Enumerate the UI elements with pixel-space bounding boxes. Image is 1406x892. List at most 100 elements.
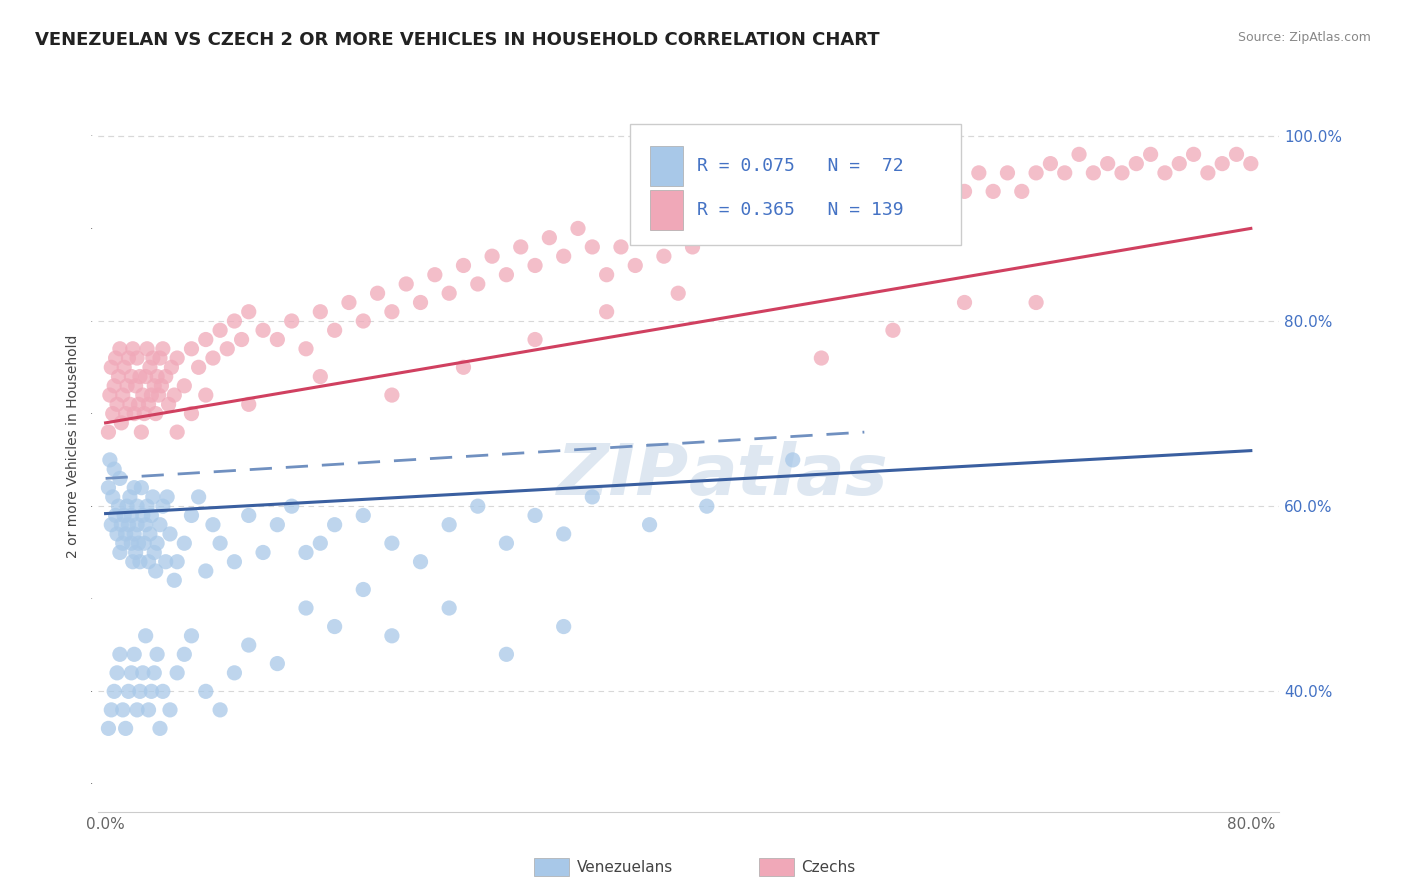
Point — [120, 369, 142, 384]
FancyBboxPatch shape — [650, 190, 683, 230]
Text: Czechs: Czechs — [801, 860, 856, 874]
Point — [115, 499, 138, 513]
Point — [1039, 156, 1062, 170]
Point — [638, 230, 661, 244]
Point — [180, 508, 202, 523]
Point — [136, 499, 159, 513]
Point — [295, 545, 318, 559]
Point — [280, 314, 302, 328]
Point — [953, 295, 976, 310]
Point — [381, 629, 404, 643]
Point — [595, 304, 617, 318]
Point — [1139, 147, 1161, 161]
Point — [610, 240, 633, 254]
Point — [309, 369, 332, 384]
Point — [138, 555, 160, 569]
Point — [696, 212, 718, 227]
Point — [524, 333, 547, 347]
Point — [98, 388, 121, 402]
Point — [209, 323, 232, 337]
Point — [238, 304, 260, 318]
Text: VENEZUELAN VS CZECH 2 OR MORE VEHICLES IN HOUSEHOLD CORRELATION CHART: VENEZUELAN VS CZECH 2 OR MORE VEHICLES I… — [35, 31, 880, 49]
Point — [143, 379, 166, 393]
Point — [141, 388, 163, 402]
Point — [939, 166, 962, 180]
Point — [139, 360, 162, 375]
Point — [696, 499, 718, 513]
Point — [166, 351, 188, 365]
Point — [453, 360, 475, 375]
Point — [131, 481, 153, 495]
Point — [108, 342, 131, 356]
Point — [666, 221, 689, 235]
Point — [323, 323, 346, 337]
Point — [423, 268, 446, 282]
Point — [224, 555, 246, 569]
Point — [104, 351, 127, 365]
Point — [152, 684, 174, 698]
Point — [395, 277, 418, 291]
Point — [107, 499, 129, 513]
Text: atlas: atlas — [689, 441, 889, 509]
Point — [217, 342, 239, 356]
Point — [117, 351, 139, 365]
Point — [129, 684, 152, 698]
Point — [437, 517, 460, 532]
Point — [467, 499, 489, 513]
Point — [553, 527, 575, 541]
Point — [146, 648, 169, 662]
Point — [666, 286, 689, 301]
Y-axis label: 2 or more Vehicles in Household: 2 or more Vehicles in Household — [66, 334, 80, 558]
Point — [111, 388, 134, 402]
FancyBboxPatch shape — [630, 124, 960, 244]
Point — [266, 333, 288, 347]
Point — [323, 517, 346, 532]
Point — [381, 388, 404, 402]
Point — [112, 508, 135, 523]
Point — [128, 397, 150, 411]
Point — [166, 425, 188, 439]
Point — [100, 703, 122, 717]
Point — [98, 453, 121, 467]
Point — [159, 527, 181, 541]
Point — [135, 517, 157, 532]
Point — [150, 379, 173, 393]
Point — [295, 342, 318, 356]
Point — [194, 564, 217, 578]
Point — [180, 342, 202, 356]
Point — [103, 462, 125, 476]
Point — [139, 527, 162, 541]
Point — [997, 166, 1019, 180]
Point — [111, 536, 134, 550]
Point — [111, 703, 134, 717]
Point — [367, 286, 389, 301]
Point — [624, 259, 647, 273]
Point — [143, 665, 166, 680]
Point — [112, 360, 135, 375]
Point — [107, 369, 129, 384]
Point — [495, 536, 517, 550]
Point — [1211, 156, 1233, 170]
Point — [352, 508, 374, 523]
Text: Source: ZipAtlas.com: Source: ZipAtlas.com — [1237, 31, 1371, 45]
Point — [125, 517, 148, 532]
Point — [567, 221, 589, 235]
Point — [103, 684, 125, 698]
Point — [125, 499, 148, 513]
Point — [437, 601, 460, 615]
Point — [149, 517, 172, 532]
Point — [122, 407, 145, 421]
Point — [149, 351, 172, 365]
Point — [266, 657, 288, 671]
Point — [581, 240, 603, 254]
Point — [125, 351, 148, 365]
Point — [166, 665, 188, 680]
Point — [1083, 166, 1105, 180]
Point — [105, 397, 128, 411]
Point — [100, 360, 122, 375]
Point — [224, 314, 246, 328]
Point — [738, 221, 761, 235]
Point — [710, 230, 733, 244]
Point — [97, 481, 120, 495]
Text: ZIP: ZIP — [557, 441, 689, 509]
